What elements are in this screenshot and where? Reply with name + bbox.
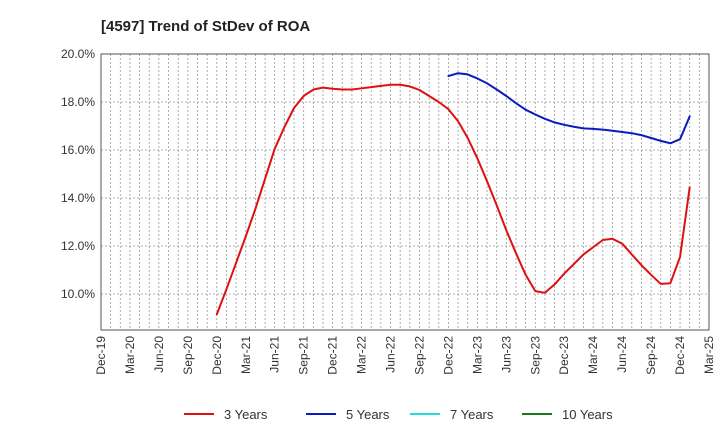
x-tick-label: Mar-20 — [123, 336, 137, 374]
legend-label: 3 Years — [224, 407, 268, 422]
x-tick-label: Sep-24 — [644, 336, 658, 375]
x-tick-label: Jun-20 — [152, 336, 166, 373]
x-tick-label: Sep-20 — [181, 336, 195, 375]
x-tick-label: Jun-22 — [384, 336, 398, 373]
x-tick-label: Mar-24 — [586, 336, 600, 374]
x-tick-label: Jun-23 — [499, 336, 513, 373]
y-tick-label: 20.0% — [61, 47, 95, 61]
series-line-5-years — [447, 72, 691, 145]
x-tick-label: Dec-19 — [94, 336, 108, 375]
legend: 3 Years 5 Years 7 Years 10 Years — [184, 407, 613, 422]
x-tick-label: Mar-22 — [355, 336, 369, 374]
x-tick-label: Dec-21 — [326, 336, 340, 375]
x-tick-label: Mar-23 — [470, 336, 484, 374]
series-line-3-years — [215, 83, 691, 316]
chart-title: [4597] Trend of StDev of ROA — [101, 18, 310, 35]
x-tick-label: Dec-20 — [210, 336, 224, 375]
x-tick-label: Mar-21 — [239, 336, 253, 374]
x-tick-label: Mar-25 — [702, 336, 716, 374]
plot-area — [101, 54, 709, 330]
y-axis-ticks: 10.0% 12.0% 14.0% 16.0% 18.0% 20.0% — [61, 47, 95, 301]
x-tick-label: Jun-21 — [268, 336, 282, 373]
legend-label: 7 Years — [450, 407, 494, 422]
x-tick-label: Jun-24 — [615, 336, 629, 373]
y-tick-label: 10.0% — [61, 287, 95, 301]
x-tick-label: Sep-22 — [412, 336, 426, 375]
y-tick-label: 18.0% — [61, 95, 95, 109]
series-lines — [215, 72, 691, 316]
x-tick-label: Dec-24 — [673, 336, 687, 375]
plot-frame — [100, 53, 710, 331]
x-tick-label: Sep-21 — [297, 336, 311, 375]
y-tick-label: 16.0% — [61, 143, 95, 157]
x-tick-label: Dec-23 — [557, 336, 571, 375]
x-tick-label: Dec-22 — [441, 336, 455, 375]
legend-label: 10 Years — [562, 407, 613, 422]
y-tick-label: 12.0% — [61, 239, 95, 253]
x-axis-ticks: Dec-19 Mar-20 Jun-20 Sep-20 Dec-20 Mar-21 Jun-… — [94, 336, 716, 375]
legend-label: 5 Years — [346, 407, 390, 422]
y-tick-label: 14.0% — [61, 191, 95, 205]
x-tick-label: Sep-23 — [528, 336, 542, 375]
